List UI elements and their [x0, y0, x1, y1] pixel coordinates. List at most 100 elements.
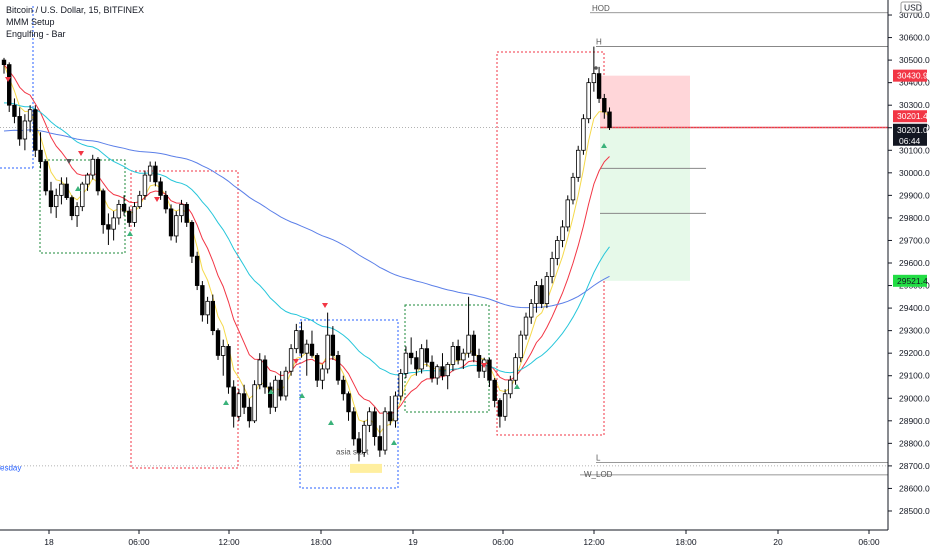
price-tick-label: 30700.0 — [899, 10, 930, 20]
candle-body — [424, 348, 430, 363]
candle — [268, 382, 273, 415]
candle — [54, 188, 59, 218]
candle — [80, 181, 85, 212]
candle — [294, 323, 299, 354]
symbol-title[interactable]: Bitcoin / U.S. Dollar, 15, BITFINEX — [6, 5, 145, 15]
bull-marker — [391, 440, 397, 445]
bull-marker — [514, 384, 520, 389]
candle-body — [38, 149, 43, 162]
candle-body — [382, 411, 388, 451]
candle — [106, 213, 111, 245]
candle — [419, 344, 424, 374]
candle — [351, 407, 356, 446]
price-tick-label: 30000.0 — [899, 168, 930, 178]
candle-body — [43, 161, 48, 192]
candle-body — [388, 411, 393, 422]
candle-body — [215, 330, 221, 356]
candle — [90, 154, 95, 180]
candle-body — [534, 285, 539, 304]
candle — [565, 195, 570, 232]
price-tick-label: 29100.0 — [899, 371, 930, 381]
bear-marker — [66, 159, 72, 164]
time-tick-label: 18:00 — [310, 537, 332, 547]
target-price-tag-label: 29521.4 — [897, 276, 928, 286]
time-tick-label: 20 — [773, 537, 783, 547]
candle — [200, 281, 205, 322]
time-tick-label: 06:00 — [128, 537, 150, 547]
candle-body — [59, 183, 64, 196]
candle — [581, 114, 586, 155]
candle-body — [586, 82, 591, 120]
candle-body — [111, 217, 116, 230]
candle — [100, 188, 106, 234]
candle-body — [544, 276, 550, 304]
candle — [487, 357, 492, 387]
price-tick-label: 29200.0 — [899, 348, 930, 358]
candle — [74, 202, 80, 227]
candle — [435, 364, 440, 385]
candle-body — [435, 366, 440, 379]
candle-body — [85, 174, 90, 185]
candle-body — [591, 73, 597, 84]
candle — [158, 177, 163, 200]
candle-body — [194, 255, 200, 286]
candle-body — [325, 334, 330, 370]
indicator-mmm-setup[interactable]: MMM Setup — [6, 17, 55, 27]
box-red-1 — [130, 170, 239, 469]
candle-body — [330, 334, 336, 356]
candle — [85, 172, 90, 191]
candle-body — [236, 393, 242, 417]
candle-body — [450, 346, 456, 365]
price-tick-label: 28600.0 — [899, 483, 930, 493]
candle — [440, 353, 445, 381]
candle — [518, 330, 523, 363]
bear-marker — [78, 151, 84, 156]
candle — [476, 348, 482, 378]
candle-body — [163, 194, 169, 210]
bull-marker — [268, 389, 274, 394]
last-price-tag-label: 30201.0 — [897, 125, 928, 135]
price-tick-label: 30500.0 — [899, 55, 930, 65]
candle — [596, 66, 602, 103]
price-tick-label: 29800.0 — [899, 213, 930, 223]
candle — [471, 330, 476, 363]
candle — [247, 398, 252, 428]
candle-body — [168, 208, 174, 237]
candle-body — [205, 300, 210, 316]
candle-body — [408, 352, 414, 359]
candle — [111, 211, 116, 241]
pivot-dot — [594, 66, 598, 70]
candle-body — [64, 183, 69, 199]
candle-body — [356, 438, 362, 453]
candle — [168, 204, 174, 241]
candle-body — [294, 330, 299, 350]
candle-body — [346, 393, 351, 413]
candle — [591, 46, 597, 92]
candle — [560, 220, 565, 248]
candle — [341, 375, 346, 401]
price-tick-label: 29700.0 — [899, 235, 930, 245]
candle — [408, 337, 414, 365]
candle — [482, 357, 487, 378]
candle — [461, 348, 466, 369]
candle — [226, 344, 231, 394]
candle — [299, 321, 304, 358]
candle — [320, 364, 325, 390]
candle-body — [147, 165, 153, 176]
price-tick-label: 28500.0 — [899, 506, 930, 516]
candle-body — [570, 176, 576, 201]
candle — [153, 161, 158, 187]
candle — [377, 425, 383, 457]
candle — [497, 398, 503, 428]
candle — [398, 368, 403, 401]
candle — [304, 339, 309, 376]
candle — [309, 330, 315, 358]
stop-zone — [600, 75, 690, 128]
candle — [189, 220, 195, 263]
candle-body — [372, 411, 377, 437]
candle — [445, 362, 450, 390]
candle — [288, 344, 294, 376]
candle — [116, 199, 122, 225]
indicator-engulfing-bar[interactable]: Engulfing - Bar — [6, 29, 66, 39]
